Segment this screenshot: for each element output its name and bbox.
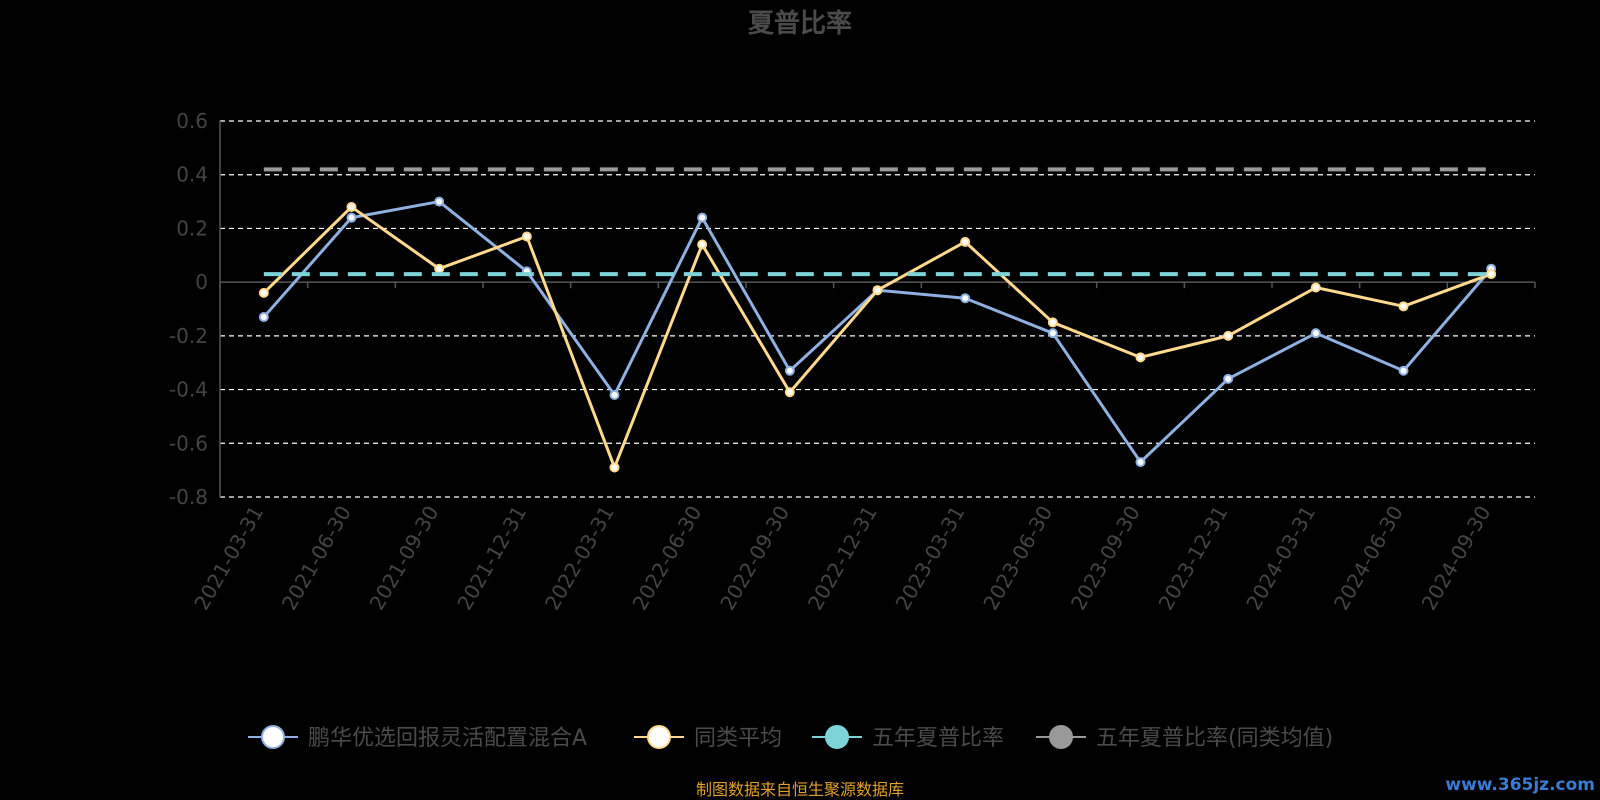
- series-1: [258, 201, 1497, 473]
- data-point[interactable]: [1223, 373, 1234, 384]
- x-tick-label: 2023-06-30: [978, 502, 1057, 615]
- legend-label: 鹏华优选回报灵活配置混合A: [308, 726, 587, 751]
- x-tick-label: 2022-09-30: [715, 502, 794, 615]
- y-tick-label: 0: [195, 270, 208, 294]
- data-point[interactable]: [1310, 328, 1321, 339]
- data-point[interactable]: [1398, 301, 1409, 312]
- data-point[interactable]: [434, 196, 445, 207]
- series-layer: [258, 167, 1497, 473]
- data-point[interactable]: [784, 387, 795, 398]
- chart-title: 夏普比率: [748, 8, 852, 39]
- data-point[interactable]: [1486, 269, 1497, 280]
- y-tick-label: -0.8: [169, 485, 208, 509]
- data-point[interactable]: [697, 212, 708, 223]
- data-point[interactable]: [960, 293, 971, 304]
- legend-circle-marker: [1049, 725, 1073, 749]
- data-point[interactable]: [346, 201, 357, 212]
- data-point[interactable]: [784, 365, 795, 376]
- x-tick-label: 2023-12-31: [1154, 502, 1233, 615]
- watermark: www.365jz.com: [1445, 775, 1595, 795]
- data-point[interactable]: [258, 312, 269, 323]
- data-point[interactable]: [521, 231, 532, 242]
- legend-circle-marker: [261, 725, 285, 749]
- y-axis-ticks: 0.6 0.4 0.2 0 -0.2 -0.4 -0.6 -0.8: [169, 109, 208, 509]
- legend-label: 五年夏普比率: [872, 726, 1004, 751]
- data-point[interactable]: [258, 287, 269, 298]
- x-tick-label: 2023-09-30: [1066, 502, 1145, 615]
- legend-label: 同类平均: [694, 726, 782, 751]
- x-tick-label: 2021-06-30: [277, 502, 356, 615]
- x-tick-label: 2022-12-31: [803, 502, 882, 615]
- x-tick-label: 2024-09-30: [1417, 502, 1496, 615]
- data-point[interactable]: [1135, 352, 1146, 363]
- legend-item-1[interactable]: 同类平均: [634, 725, 782, 751]
- y-tick-label: -0.2: [169, 324, 208, 348]
- x-tick-label: 2024-03-31: [1241, 502, 1320, 615]
- y-tick-label: 0.4: [176, 163, 208, 187]
- data-point[interactable]: [960, 236, 971, 247]
- y-tick-label: 0.6: [176, 109, 208, 133]
- data-point[interactable]: [1135, 457, 1146, 468]
- grid-layer: [219, 120, 1536, 498]
- y-tick-label: -0.4: [169, 378, 208, 402]
- x-tick-label: 2023-03-31: [891, 502, 970, 615]
- legend-label: 五年夏普比率(同类均值): [1096, 726, 1333, 751]
- data-point[interactable]: [609, 389, 620, 400]
- x-axis-ticks: 2021-03-31 2021-06-30 2021-09-30 2021-12-31…: [189, 501, 1495, 614]
- data-point[interactable]: [1047, 317, 1058, 328]
- data-point[interactable]: [1398, 365, 1409, 376]
- data-point[interactable]: [697, 239, 708, 250]
- x-tick-label: 2024-06-30: [1329, 502, 1408, 615]
- data-point[interactable]: [1310, 282, 1321, 293]
- data-point[interactable]: [346, 212, 357, 223]
- x-tick-label: 2022-06-30: [628, 502, 707, 615]
- legend-item-3[interactable]: 五年夏普比率(同类均值): [1036, 725, 1333, 751]
- data-point[interactable]: [609, 462, 620, 473]
- legend[interactable]: 鹏华优选回报灵活配置混合A 同类平均 五年夏普比率 五年夏普比率(同类均值): [248, 725, 1333, 751]
- legend-item-0[interactable]: 鹏华优选回报灵活配置混合A: [248, 725, 587, 751]
- series-0: [258, 196, 1497, 468]
- y-tick-label: -0.6: [169, 431, 208, 455]
- x-tick-label: 2021-03-31: [189, 502, 268, 615]
- legend-circle-marker: [647, 725, 671, 749]
- x-tick-label: 2021-09-30: [365, 501, 444, 614]
- x-tick-label: 2022-03-31: [540, 502, 619, 615]
- data-point[interactable]: [434, 263, 445, 274]
- series-line: [262, 200, 1493, 464]
- source-note: 制图数据来自恒生聚源数据库: [696, 780, 904, 799]
- x-tick-label: 2021-12-31: [452, 502, 531, 615]
- data-point[interactable]: [1047, 328, 1058, 339]
- legend-circle-marker: [825, 725, 849, 749]
- legend-item-2[interactable]: 五年夏普比率: [812, 725, 1004, 751]
- y-tick-label: 0.2: [176, 216, 208, 240]
- data-point[interactable]: [1223, 330, 1234, 341]
- data-point[interactable]: [872, 285, 883, 296]
